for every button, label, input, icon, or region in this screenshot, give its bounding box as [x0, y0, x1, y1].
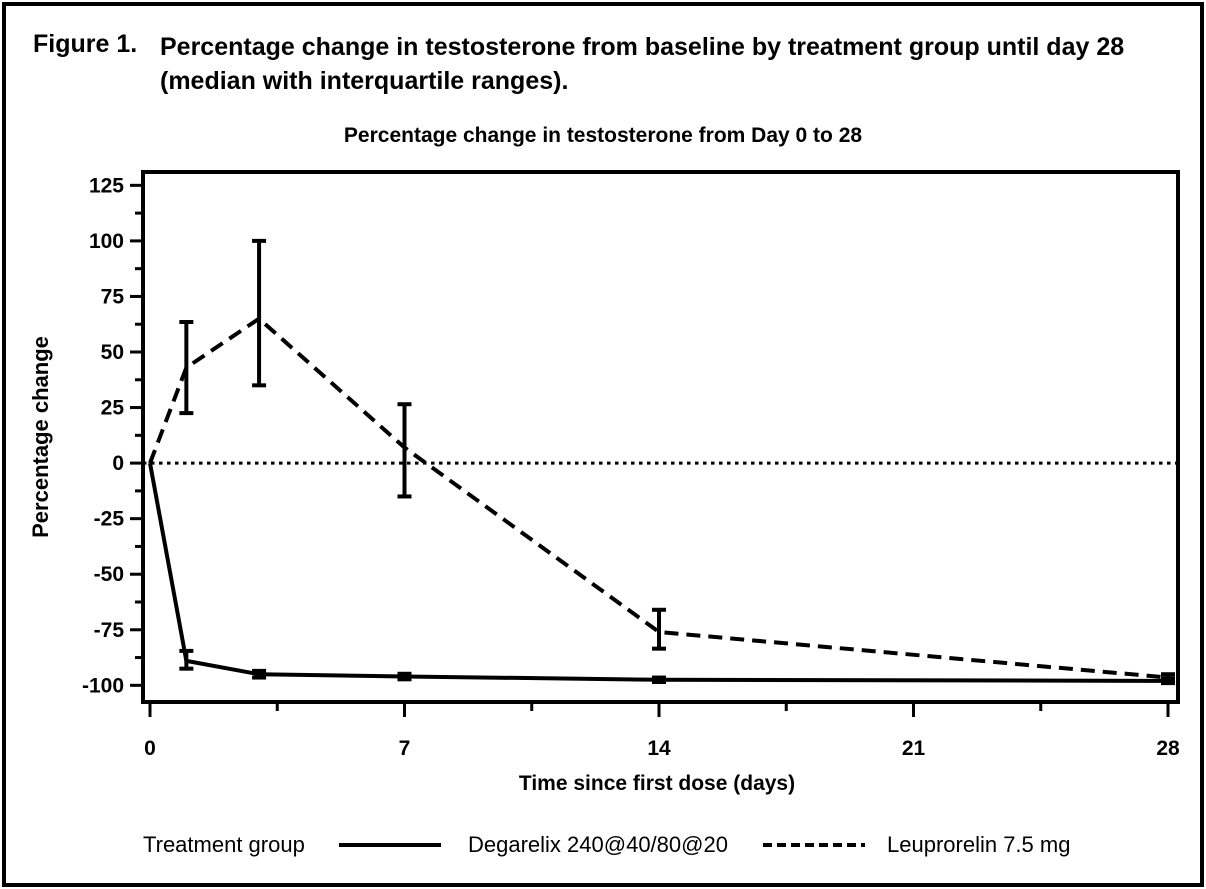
x-tick-label: 0 — [144, 737, 156, 760]
y-tick-label: -25 — [94, 508, 125, 531]
legend-label-degarelix: Degarelix 240@40/80@20 — [468, 832, 728, 857]
figure-caption-line2: (median with interquartile ranges). — [160, 67, 569, 95]
legend-label-leuprorelin: Leuprorelin 7.5 mg — [887, 832, 1071, 857]
degarelix-line-sample — [339, 843, 441, 847]
figure-caption-line1: Percentage change in testosterone from b… — [160, 33, 1125, 61]
y-tick-label: 100 — [89, 230, 124, 253]
series-line-0 — [148, 462, 1169, 683]
y-tick-label: -75 — [94, 619, 125, 642]
x-axis-title: Time since first dose (days) — [518, 772, 796, 795]
y-tick-label: -100 — [82, 674, 124, 697]
series-line-1 — [148, 316, 1169, 680]
figure-caption: Percentage change in testosterone from b… — [160, 30, 1170, 98]
y-tick-label: 25 — [101, 397, 125, 420]
legend-title: Treatment group — [143, 832, 305, 857]
y-tick-label: 125 — [89, 174, 124, 197]
x-tick-label: 21 — [902, 737, 926, 760]
y-tick-label: 75 — [101, 285, 125, 308]
x-tick-label: 7 — [399, 737, 411, 760]
leuprorelin-line-sample — [763, 843, 865, 847]
chart-title: Percentage change in testosterone from D… — [343, 124, 863, 147]
y-tick-label: 0 — [112, 452, 124, 475]
y-tick-label: -50 — [94, 563, 124, 586]
x-tick-label: 28 — [1156, 737, 1180, 760]
figure-caption-label: Figure 1. — [33, 30, 138, 58]
y-tick-label: 50 — [101, 341, 124, 364]
x-tick-label: 14 — [647, 737, 671, 760]
